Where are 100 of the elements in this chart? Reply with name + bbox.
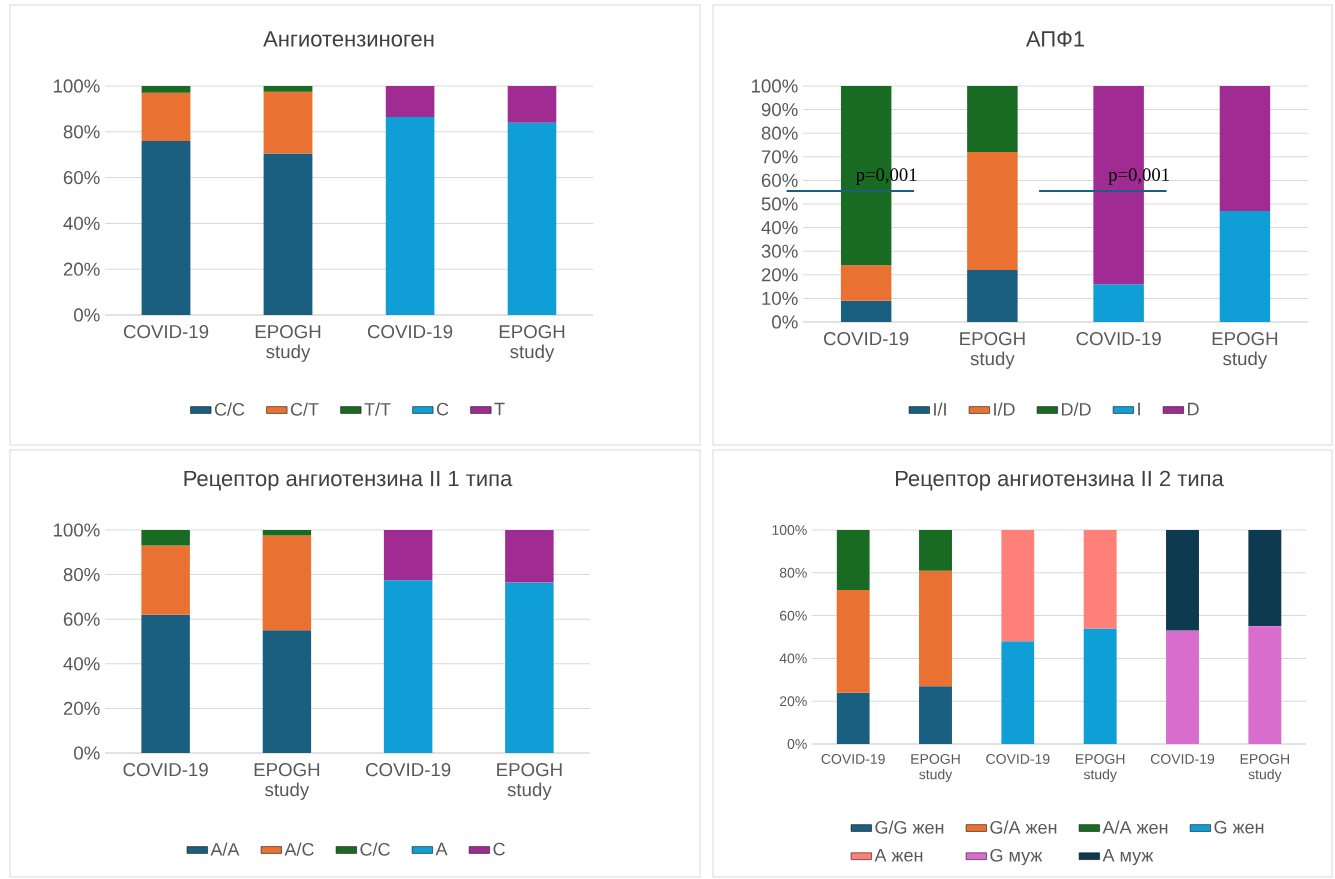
y-tick-label: 80%: [779, 567, 807, 578]
bar: [919, 570, 952, 687]
y-tick-label: 10%: [762, 291, 798, 306]
bar: [967, 85, 1018, 153]
legend-label: C/C: [214, 402, 245, 416]
bar: [1001, 641, 1035, 744]
y-tick-label: 50%: [761, 197, 798, 211]
bar: [840, 265, 892, 301]
legend-label: G жен: [1214, 820, 1264, 834]
bar: [1219, 211, 1271, 322]
x-tick-label: COVID-19: [821, 754, 885, 764]
bar: [1001, 530, 1035, 642]
legend-label: I/I: [934, 402, 946, 416]
bar: [840, 300, 892, 322]
bar: [507, 85, 557, 123]
bar: [262, 630, 312, 753]
legend-label: A: [435, 842, 448, 856]
bar: [507, 122, 557, 315]
legend-label: G муж: [990, 848, 1043, 866]
bar: [1166, 630, 1199, 744]
x-tick-label: EPOGH study: [960, 332, 1025, 369]
bar: [836, 692, 870, 744]
chart-title: Ангиотензиноген: [263, 31, 434, 47]
x-tick-label: EPOGH study: [1240, 754, 1289, 783]
bar: [505, 582, 554, 753]
bar: [919, 530, 952, 571]
bar: [141, 614, 190, 753]
bar: [383, 530, 433, 581]
x-tick-label: EPOGH study: [1212, 332, 1278, 369]
x-tick-label: EPOGH study: [254, 763, 320, 800]
chart-title: АПФ1: [1025, 31, 1085, 47]
legend-label: A жен: [874, 849, 923, 862]
bar: [1166, 530, 1199, 631]
bar: [836, 530, 870, 590]
y-tick-label: 80%: [761, 126, 798, 140]
x-tick-label: EPOGH study: [911, 754, 960, 783]
y-tick-label: 100%: [53, 79, 100, 93]
bar: [836, 589, 870, 693]
y-tick-label: 80%: [63, 125, 100, 139]
bar: [1219, 85, 1271, 212]
y-tick-label: 80%: [63, 567, 100, 582]
y-tick-label: 20%: [63, 262, 100, 276]
y-tick-label: 20%: [761, 268, 798, 282]
x-tick-label: COVID-19: [986, 754, 1050, 764]
legend-label: D: [1188, 402, 1199, 416]
y-tick-label: 40%: [779, 653, 807, 664]
bar: [141, 85, 191, 93]
x-tick-label: COVID-19: [366, 763, 451, 777]
x-tick-label: EPOGH study: [499, 325, 565, 362]
y-tick-label: 60%: [779, 610, 807, 621]
bar: [141, 530, 190, 546]
chart-title: Рецептор ангиотензина II 1 типа: [184, 470, 513, 491]
y-tick-label: 30%: [761, 244, 798, 258]
bar: [141, 545, 190, 615]
x-tick-label: COVID-19: [123, 325, 209, 339]
x-tick-label: COVID-19: [367, 325, 453, 339]
bar: [967, 270, 1018, 322]
bar: [262, 530, 312, 536]
bar: [919, 686, 952, 744]
x-tick-label: COVID-19: [1150, 754, 1215, 764]
bar: [967, 152, 1018, 271]
legend-label: A/C: [284, 842, 314, 856]
legend-label: T: [494, 402, 505, 416]
y-tick-label: 60%: [761, 173, 798, 188]
y-tick-label: 0%: [772, 315, 798, 329]
bar: [1248, 530, 1282, 627]
legend-label: A муж: [1102, 849, 1154, 866]
legend-label: G/G жен: [875, 820, 944, 834]
chart-title: Рецептор ангиотензина II 2 типа: [896, 470, 1224, 491]
x-tick-label: EPOGH study: [1076, 754, 1125, 783]
legend-label: A/A жен: [1102, 820, 1168, 834]
x-tick-label: EPOGH study: [497, 763, 562, 800]
y-tick-label: 100%: [751, 79, 798, 93]
y-tick-label: 0%: [74, 746, 100, 760]
x-tick-label: COVID-19: [1076, 332, 1161, 346]
y-tick-label: 100%: [53, 523, 100, 537]
bar: [141, 140, 191, 315]
x-tick-label: COVID-19: [824, 332, 909, 346]
y-tick-label: 40%: [761, 220, 798, 235]
bar: [383, 580, 433, 753]
legend-label: C: [436, 402, 449, 416]
bar: [1248, 626, 1282, 744]
bar: [1083, 530, 1117, 629]
legend-label: T/T: [364, 402, 391, 416]
y-tick-label: 0%: [74, 308, 100, 322]
bar: [505, 530, 554, 583]
x-tick-label: EPOGH study: [255, 325, 321, 362]
y-tick-label: 90%: [761, 102, 798, 117]
bar: [263, 85, 313, 92]
y-tick-label: 40%: [63, 216, 100, 231]
bar: [385, 85, 435, 117]
legend-label: I/D: [994, 402, 1015, 416]
x-tick-label: COVID-19: [123, 763, 208, 777]
y-tick-label: 20%: [779, 696, 807, 707]
y-tick-label: 60%: [63, 612, 100, 626]
bar: [262, 535, 312, 631]
legend-label: C: [493, 842, 505, 856]
legend-label: C/C: [360, 842, 390, 856]
bar: [141, 92, 191, 141]
legend-label: I: [1138, 402, 1140, 416]
